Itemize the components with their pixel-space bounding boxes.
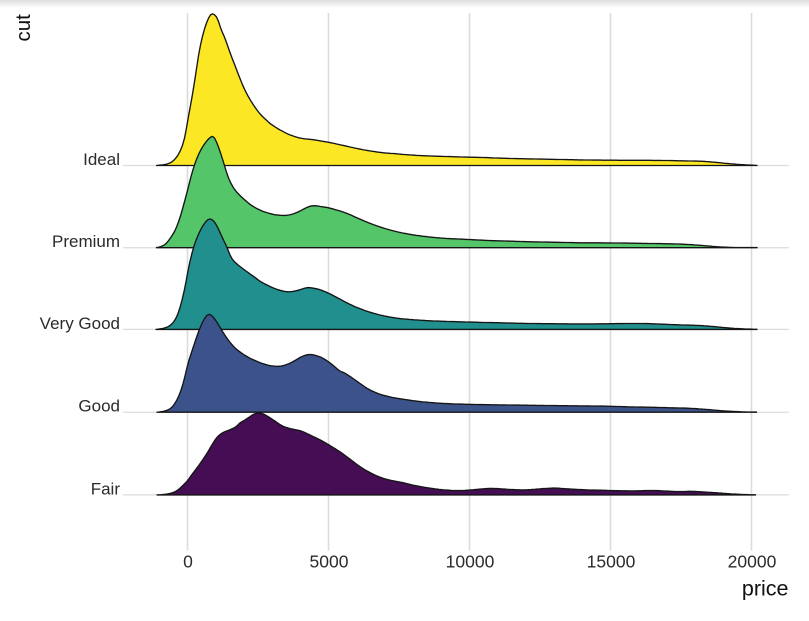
svg-text:Premium: Premium <box>52 232 120 251</box>
svg-text:Fair: Fair <box>91 479 121 498</box>
svg-text:cut: cut <box>12 14 35 42</box>
svg-text:Good: Good <box>78 397 120 416</box>
svg-text:5000: 5000 <box>310 552 349 572</box>
svg-text:Ideal: Ideal <box>83 150 120 169</box>
svg-text:20000: 20000 <box>728 552 777 572</box>
svg-text:15000: 15000 <box>587 552 636 572</box>
svg-text:0: 0 <box>183 552 193 572</box>
svg-text:Very Good: Very Good <box>40 314 120 333</box>
svg-text:price: price <box>742 577 789 601</box>
svg-text:10000: 10000 <box>446 552 495 572</box>
